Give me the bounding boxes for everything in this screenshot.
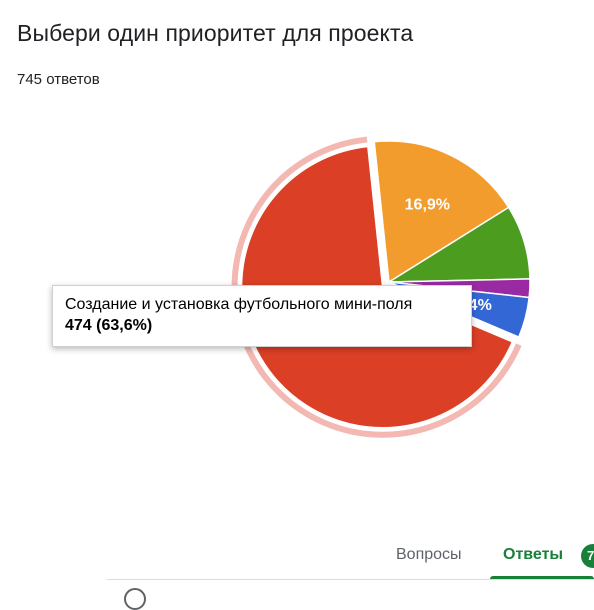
tab-answers[interactable]: Ответы [503,546,564,563]
active-tab-indicator [490,576,594,579]
pie-slice-0[interactable] [373,140,510,284]
tab-divider [107,579,594,580]
tooltip-value: 474 (63,6%) [65,317,153,334]
radio-icon [124,588,146,610]
tab-bar: Вопросы Ответы 7 [0,536,594,610]
response-count: 745 ответов [17,71,100,88]
answers-count-badge: 7 [581,544,594,568]
question-title: Выбери один приоритет для проекта [17,20,414,46]
tab-questions[interactable]: Вопросы [396,546,462,563]
tooltip-series-name: Создание и установка футбольного мини-по… [65,296,413,313]
slice-label-0: 16,9% [405,196,450,213]
chart-tooltip: Создание и установка футбольного мини-по… [52,285,472,347]
